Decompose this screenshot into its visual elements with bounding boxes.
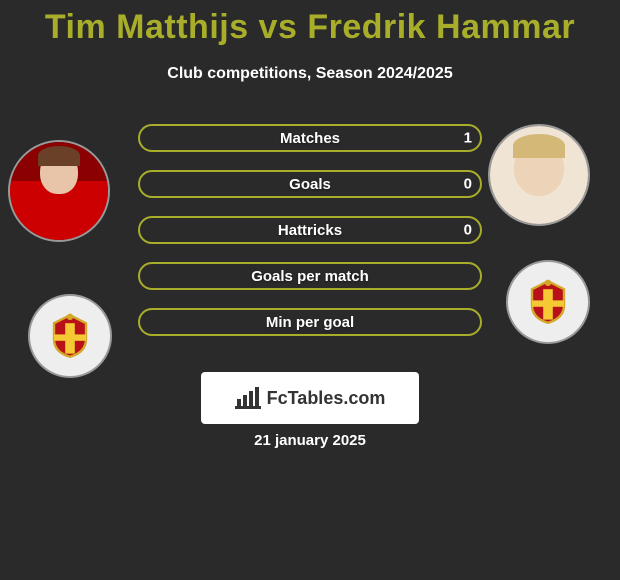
player-right-avatar	[488, 124, 590, 226]
date-text: 21 january 2025	[0, 432, 620, 449]
subtitle: Club competitions, Season 2024/2025	[0, 65, 620, 83]
brand-logo-box: FcTables.com	[201, 372, 419, 424]
stat-bar-matches: Matches 1	[138, 124, 482, 152]
stat-label: Min per goal	[266, 314, 354, 331]
bar-chart-icon	[235, 387, 261, 409]
stats-bars: Matches 1 Goals 0 Hattricks 0 Goals per …	[138, 124, 482, 354]
stat-value-right: 0	[464, 222, 472, 239]
player-left-club-crest	[28, 294, 112, 378]
stat-bar-goals: Goals 0	[138, 170, 482, 198]
club-crest-icon	[46, 312, 94, 360]
page-title: Tim Matthijs vs Fredrik Hammar	[0, 0, 620, 47]
stat-bar-goals-per-match: Goals per match	[138, 262, 482, 290]
stat-bar-hattricks: Hattricks 0	[138, 216, 482, 244]
stat-label: Goals per match	[251, 268, 369, 285]
stat-value-right: 1	[464, 130, 472, 147]
player-left-avatar	[8, 140, 110, 242]
player-right-face-placeholder	[490, 126, 588, 224]
stat-value-right: 0	[464, 176, 472, 193]
stat-label: Goals	[289, 176, 331, 193]
brand-name: FcTables.com	[267, 388, 386, 409]
stat-bar-min-per-goal: Min per goal	[138, 308, 482, 336]
player-left-face-placeholder	[10, 142, 108, 240]
stat-label: Matches	[280, 130, 340, 147]
club-crest-icon	[524, 278, 572, 326]
stat-label: Hattricks	[278, 222, 342, 239]
player-right-club-crest	[506, 260, 590, 344]
